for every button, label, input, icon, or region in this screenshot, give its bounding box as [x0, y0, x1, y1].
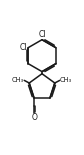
- Text: O: O: [32, 113, 38, 122]
- Text: CH₃: CH₃: [60, 77, 72, 83]
- Text: CH₃: CH₃: [12, 77, 24, 83]
- Text: Cl: Cl: [38, 30, 46, 39]
- Text: Cl: Cl: [20, 43, 27, 52]
